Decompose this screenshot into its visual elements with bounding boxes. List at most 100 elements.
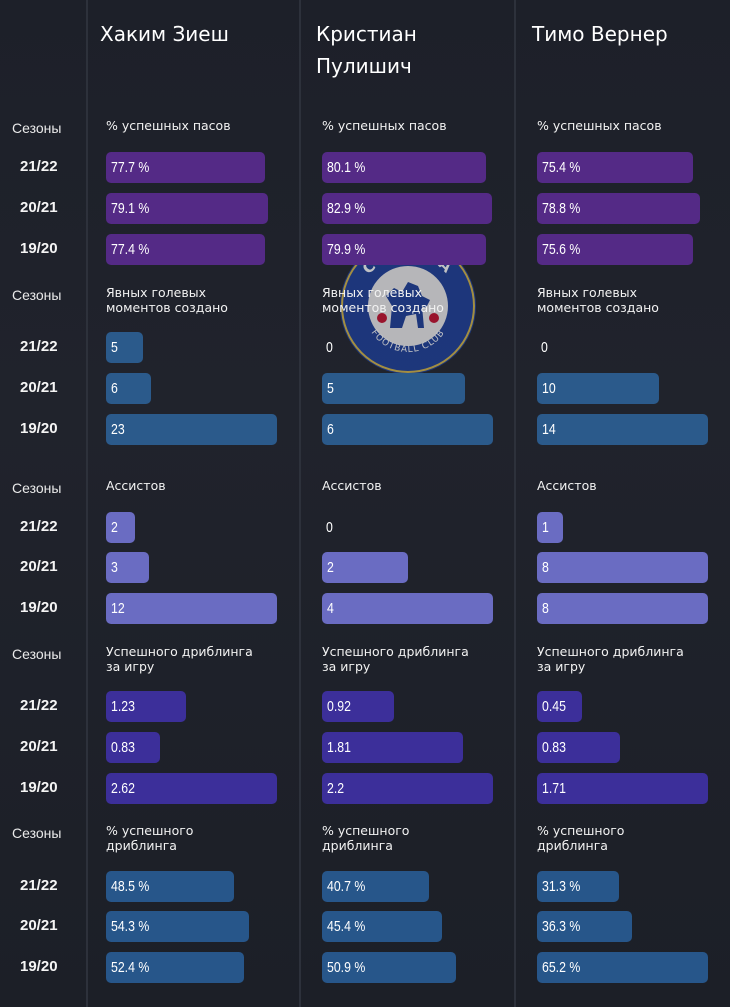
season-label: 20/21 [20,379,58,396]
stat-bar [537,373,659,404]
bar-value-label: 23 [111,421,125,438]
season-label: 21/22 [20,697,58,714]
metric-label: % успешных пасов [106,118,231,133]
bar-value-label: 31.3 % [542,878,581,895]
seasons-header: Сезоны [12,120,62,136]
season-label: 21/22 [20,877,58,894]
season-label: 19/20 [20,599,58,616]
bar-value-label: 14 [542,421,556,438]
bar-value-label: 0.45 [542,698,566,715]
bar-value-label: 2 [111,519,118,536]
bar-value-label: 50.9 % [327,959,366,976]
bar-value-label: 2.2 [327,780,345,797]
stat-bar [106,332,143,363]
bar-value-label: 10 [542,380,556,397]
bar-value-label: 79.9 % [327,241,366,258]
metric-label: Успешного дриблинга за игру [322,644,469,674]
seasons-header: Сезоны [12,825,62,841]
bar-value-label: 77.4 % [111,241,150,258]
season-label: 21/22 [20,518,58,535]
stat-bar [106,512,135,543]
bar-value-label: 77.7 % [111,159,150,176]
stat-bar [322,552,408,583]
season-label: 20/21 [20,558,58,575]
bar-value-label: 48.5 % [111,878,150,895]
metric-label: % успешных пасов [537,118,662,133]
column-divider [514,0,516,1007]
stat-bar [537,773,708,804]
bar-value-label: 0.83 [111,739,135,756]
stat-bar [537,952,708,983]
metric-label: % успешного дриблинга [322,823,410,853]
stat-bar [322,152,486,183]
season-label: 19/20 [20,779,58,796]
bar-value-label: 6 [327,421,334,438]
stat-bar [537,193,700,224]
stat-bar [106,691,186,722]
stat-bar [322,593,493,624]
stat-bar [537,871,619,902]
bar-value-label: 0.92 [327,698,351,715]
bar-value-label: 40.7 % [327,878,366,895]
bar-value-label: 36.3 % [542,918,581,935]
stat-bar [322,234,486,265]
stat-bar [537,552,708,583]
season-label: 19/20 [20,958,58,975]
stat-bar [322,773,493,804]
stat-bar [106,552,149,583]
player-name-ziyech: Хаким Зиеш [100,22,229,46]
seasons-header: Сезоны [12,287,62,303]
bar-value-label: 65.2 % [542,959,581,976]
season-label: 20/21 [20,738,58,755]
bar-value-label: 45.4 % [327,918,366,935]
bar-value-label: 1.23 [111,698,135,715]
metric-label: Успешного дриблинга за игру [537,644,684,674]
metric-label: % успешного дриблинга [106,823,194,853]
metric-label: % успешного дриблинга [537,823,625,853]
column-divider [299,0,301,1007]
bar-value-label: 8 [542,559,549,576]
stat-bar [106,373,151,404]
metric-label: Явных голевых моментов создано [322,285,444,315]
stat-bar [106,234,265,265]
stat-bar [322,414,493,445]
stat-bar [322,732,463,763]
stat-bar [537,691,582,722]
player-name-werner: Тимо Вернер [532,22,668,46]
bar-value-label: 0 [326,519,333,536]
bar-value-label: 82.9 % [327,200,366,217]
stat-bar [106,952,244,983]
stat-bar [106,152,265,183]
metric-label: Ассистов [322,478,382,493]
metric-label: Ассистов [537,478,597,493]
metric-label: Успешного дриблинга за игру [106,644,253,674]
stat-bar [322,193,492,224]
bar-value-label: 2.62 [111,780,135,797]
metric-label: % успешных пасов [322,118,447,133]
stat-bar [106,414,277,445]
seasons-header: Сезоны [12,646,62,662]
stat-bar [106,593,277,624]
bar-value-label: 12 [111,600,125,617]
stat-bar [106,732,160,763]
stat-bar [537,593,708,624]
seasons-header: Сезоны [12,480,62,496]
bar-value-label: 54.3 % [111,918,150,935]
stat-bar [322,871,429,902]
bar-value-label: 4 [327,600,334,617]
bar-value-label: 75.4 % [542,159,581,176]
stat-bar [322,373,465,404]
stat-bar [537,732,620,763]
stat-bar [106,773,277,804]
season-label: 20/21 [20,917,58,934]
bar-value-label: 5 [327,380,334,397]
season-label: 21/22 [20,338,58,355]
metric-label: Явных голевых моментов создано [106,285,228,315]
bar-value-label: 6 [111,380,118,397]
stat-bar [106,911,249,942]
stat-bar [322,911,442,942]
stat-bar [106,193,268,224]
bar-value-label: 0 [541,339,548,356]
bar-value-label: 3 [111,559,118,576]
stat-bar [537,911,632,942]
